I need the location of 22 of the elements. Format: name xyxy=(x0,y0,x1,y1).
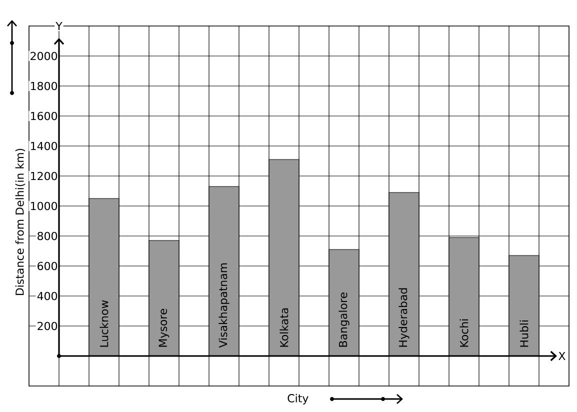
x-tick-label: Visakhapatnam xyxy=(218,263,230,348)
y-axis-title: Distance from Delhi(in km) xyxy=(15,148,26,296)
y-tick-label: 1000 xyxy=(31,202,58,210)
x-axis-title: City xyxy=(288,394,308,405)
y-tick-label: 800 xyxy=(38,232,58,240)
x-tick-label: Kochi xyxy=(460,319,468,347)
y-tick-label: 400 xyxy=(37,292,58,300)
x-tick-label: Mysore xyxy=(158,308,170,347)
x-tick-label: Hyderabad xyxy=(398,288,410,347)
x-tick-label: Lucknow xyxy=(100,300,108,347)
x-tick-label: Bangalore xyxy=(338,292,350,347)
y-tick-label: 1400 xyxy=(31,142,58,150)
y-tick-label: 1800 xyxy=(31,82,58,90)
y-tick-label: 1600 xyxy=(31,112,58,120)
annotation: Y xyxy=(56,22,62,30)
x-tick-label: Kolkata xyxy=(280,308,288,347)
y-tick-label: 600 xyxy=(38,262,58,270)
x-tick-label: Hubli xyxy=(520,320,528,347)
annotation: X xyxy=(558,352,566,360)
y-tick-label: 200 xyxy=(38,322,58,330)
y-tick-label: 1200 xyxy=(31,172,58,180)
y-tick-label: 2000 xyxy=(30,52,58,60)
